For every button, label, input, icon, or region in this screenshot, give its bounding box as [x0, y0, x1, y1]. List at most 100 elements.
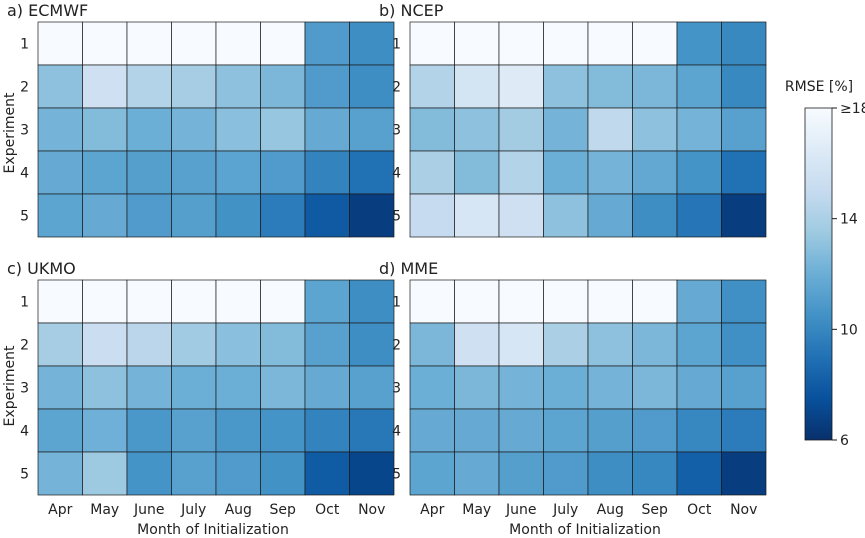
- heatmap-cell: [498, 279, 544, 324]
- heatmap-cell: [260, 451, 306, 496]
- x-tick-label: June: [133, 502, 165, 518]
- heatmap-cell: [498, 150, 544, 195]
- heatmap-cell: [126, 21, 172, 66]
- heatmap-cell: [304, 64, 350, 109]
- heatmap-cell: [409, 107, 455, 152]
- heatmap-cell: [126, 64, 172, 109]
- y-tick-label: 3: [20, 123, 29, 139]
- heatmap-cell: [409, 322, 455, 367]
- heatmap-cell: [260, 365, 306, 410]
- heatmap-cell: [304, 193, 350, 238]
- heatmap-cell: [82, 21, 128, 66]
- heatmap-cell: [304, 408, 350, 453]
- heatmap-cell: [171, 279, 217, 324]
- y-tick-label: 3: [392, 123, 401, 139]
- heatmap-cell: [260, 322, 306, 367]
- x-tick-label: Sep: [642, 502, 669, 518]
- colorbar-gradient: [804, 107, 833, 441]
- heatmap-cell: [171, 322, 217, 367]
- heatmap-cell: [82, 64, 128, 109]
- x-tick-label: July: [552, 502, 578, 518]
- heatmap-cell: [82, 150, 128, 195]
- x-tick-label: Apr: [48, 502, 72, 518]
- heatmap-cell: [409, 279, 455, 324]
- x-tick-label: Oct: [687, 502, 712, 518]
- heatmap-cell: [37, 322, 83, 367]
- heatmap-cell: [82, 107, 128, 152]
- heatmap-cell: [260, 193, 306, 238]
- y-tick-label: 5: [20, 209, 29, 225]
- heatmap-cell: [676, 451, 722, 496]
- heatmap-cell: [632, 64, 678, 109]
- panels-group: a) ECMWF 1 2 3 4 5 b) NCEP 1 2 3 4 5 c) UKMO 1 2 3 4 5 Apr…: [7, 1, 767, 518]
- y-tick-label: 2: [392, 80, 401, 96]
- heatmap-cell: [721, 64, 767, 109]
- heatmap-cell: [721, 193, 767, 238]
- y-tick-label: 3: [20, 381, 29, 397]
- heatmap-cell: [171, 193, 217, 238]
- x-tick-label: Apr: [420, 502, 444, 518]
- heatmap-cell: [587, 365, 633, 410]
- heatmap-cell: [409, 193, 455, 238]
- heatmap-cell: [37, 451, 83, 496]
- heatmap-cell: [498, 21, 544, 66]
- heatmap-cell: [409, 365, 455, 410]
- heatmap-cell: [260, 107, 306, 152]
- heatmap-cell: [676, 21, 722, 66]
- heatmap-cell: [676, 64, 722, 109]
- heatmap-cell: [126, 408, 172, 453]
- heatmap-cell: [260, 150, 306, 195]
- heatmap-cell: [543, 408, 589, 453]
- heatmap-cell: [543, 64, 589, 109]
- y-tick-label: 4: [20, 424, 29, 440]
- heatmap-cell: [171, 107, 217, 152]
- heatmap-cell: [126, 279, 172, 324]
- x-tick-label: July: [180, 502, 206, 518]
- heatmap-cell: [587, 279, 633, 324]
- heatmap-cell: [349, 64, 395, 109]
- y-tick-label: 5: [392, 209, 401, 225]
- heatmap-cell: [82, 451, 128, 496]
- heatmap-cell: [587, 21, 633, 66]
- heatmap-cell: [37, 21, 83, 66]
- heatmap-cell: [498, 64, 544, 109]
- x-tick-label: June: [505, 502, 537, 518]
- heatmap-cell: [126, 150, 172, 195]
- heatmap-cell: [632, 279, 678, 324]
- heatmap-cell: [454, 279, 500, 324]
- colorbar-tick-label: 14: [840, 212, 858, 228]
- heatmap-cell: [304, 279, 350, 324]
- heatmap-cell: [676, 365, 722, 410]
- colorbar-label: RMSE [%]: [785, 79, 853, 95]
- heatmap-cell: [304, 365, 350, 410]
- heatmap-cell: [632, 21, 678, 66]
- heatmap-cell: [304, 322, 350, 367]
- heatmap-cell: [215, 64, 261, 109]
- heatmap-cell: [676, 193, 722, 238]
- colorbar-tick-label: 10: [840, 322, 858, 338]
- heatmap-cell: [543, 322, 589, 367]
- heatmap-cell: [215, 322, 261, 367]
- heatmap-cell: [721, 279, 767, 324]
- heatmap-cell: [632, 322, 678, 367]
- heatmap-cell: [543, 193, 589, 238]
- heatmap-cell: [82, 322, 128, 367]
- heatmap-cell: [37, 193, 83, 238]
- heatmap-cell: [632, 365, 678, 410]
- heatmap-cell: [82, 279, 128, 324]
- heatmap-cell: [171, 451, 217, 496]
- heatmap-cell: [498, 193, 544, 238]
- heatmap-cell: [349, 451, 395, 496]
- heatmap-cell: [215, 279, 261, 324]
- heatmap-panel: d) MME 1 2 3 4 5 Apr May June July Aug Sep Oct Nov: [379, 259, 767, 518]
- colorbar-tick-label: ≥18: [840, 101, 865, 117]
- heatmap-cell: [215, 451, 261, 496]
- heatmap-cell: [632, 451, 678, 496]
- heatmap-cell: [409, 21, 455, 66]
- heatmap-cell: [37, 107, 83, 152]
- heatmap-cell: [721, 408, 767, 453]
- heatmap-cell: [498, 322, 544, 367]
- panel-title: b) NCEP: [379, 1, 444, 20]
- heatmap-cell: [349, 193, 395, 238]
- heatmap-cell: [587, 193, 633, 238]
